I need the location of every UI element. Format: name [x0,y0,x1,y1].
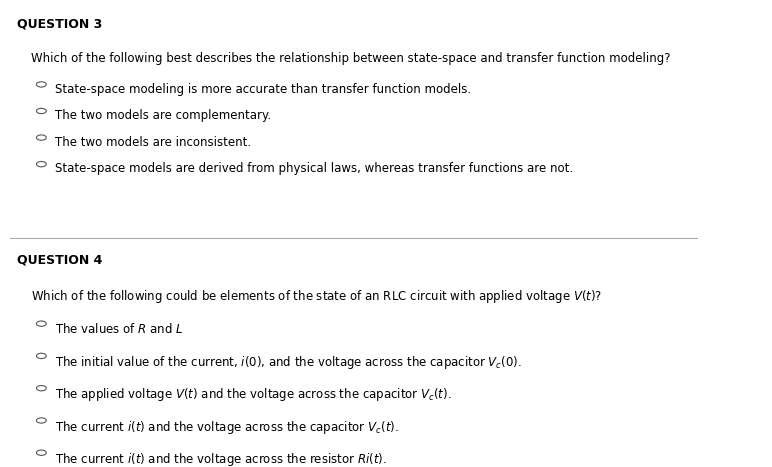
Text: Which of the following could be elements of the state of an RLC circuit with app: Which of the following could be elements… [31,288,602,304]
Text: The two models are complementary.: The two models are complementary. [56,109,272,122]
Text: State-space modeling is more accurate than transfer function models.: State-space modeling is more accurate th… [56,83,472,96]
Text: The two models are inconsistent.: The two models are inconsistent. [56,136,252,149]
Text: QUESTION 4: QUESTION 4 [17,254,102,266]
Text: The current $i(t)$ and the voltage across the resistor $Ri(t)$.: The current $i(t)$ and the voltage acros… [56,451,387,467]
Text: State-space models are derived from physical laws, whereas transfer functions ar: State-space models are derived from phys… [56,162,574,175]
Text: The current $i(t)$ and the voltage across the capacitor $V_c(t)$.: The current $i(t)$ and the voltage acros… [56,418,399,436]
Text: QUESTION 3: QUESTION 3 [17,18,102,31]
Text: The initial value of the current, $i(0)$, and the voltage across the capacitor $: The initial value of the current, $i(0)$… [56,354,522,371]
Text: Which of the following best describes the relationship between state-space and t: Which of the following best describes th… [31,52,670,65]
Text: The values of $R$ and $L$: The values of $R$ and $L$ [56,322,184,336]
Text: The applied voltage $V(t)$ and the voltage across the capacitor $V_c(t)$.: The applied voltage $V(t)$ and the volta… [56,386,452,403]
